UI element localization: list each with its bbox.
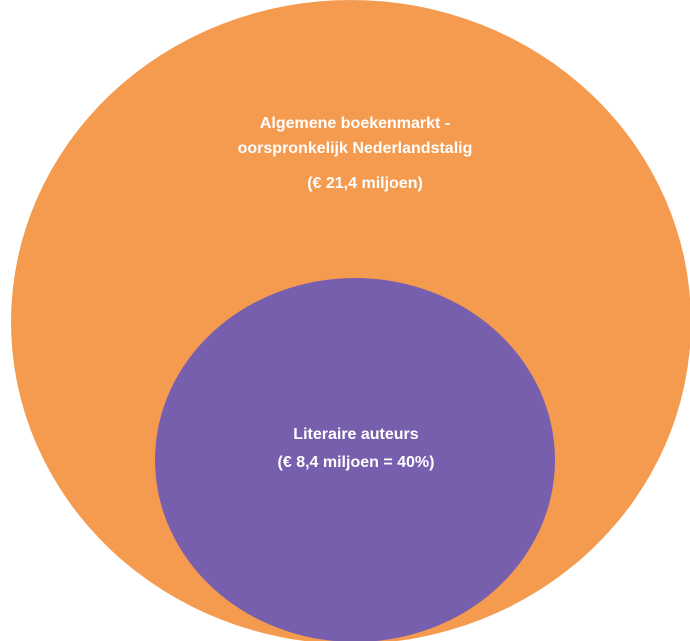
inner-circle: [155, 278, 555, 641]
outer-label: (€ 21,4 miljoen): [307, 175, 423, 192]
outer-label: oorspronkelijk Nederlandstalig: [238, 140, 473, 157]
inner-label: (€ 8,4 miljoen = 40%): [278, 454, 435, 471]
outer-label: Algemene boekenmarkt -: [260, 115, 450, 132]
inner-label: Literaire auteurs: [293, 426, 418, 443]
